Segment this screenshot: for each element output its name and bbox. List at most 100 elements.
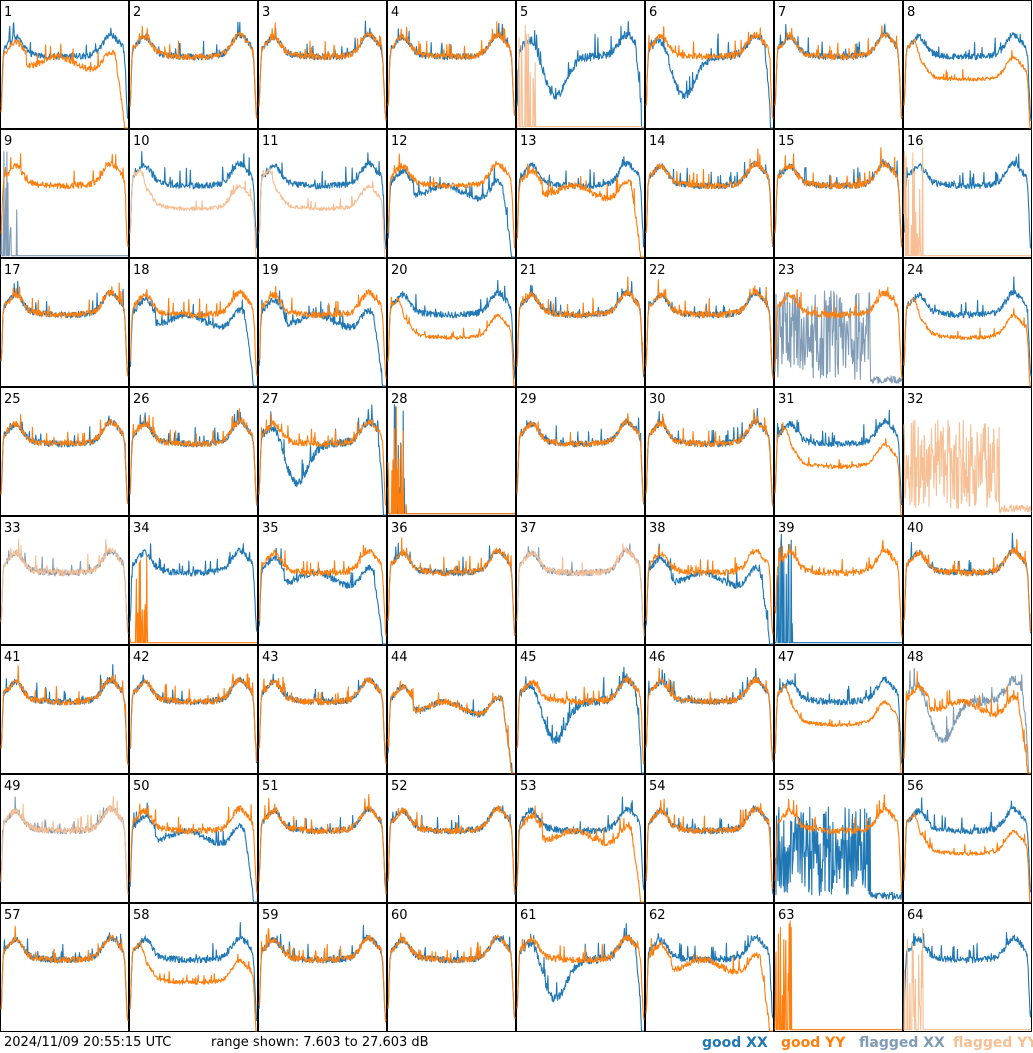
panel-frame xyxy=(129,903,258,1032)
panel-frame xyxy=(0,645,129,774)
panel-frame xyxy=(387,903,516,1032)
series-yy-good xyxy=(645,26,774,119)
panel-59: 59 xyxy=(258,903,387,1032)
series-yy-good xyxy=(774,920,903,1031)
series-xx-good xyxy=(129,802,258,903)
panel-28: 28 xyxy=(387,387,516,516)
panel-40: 40 xyxy=(903,516,1032,645)
panel-label: 63 xyxy=(778,908,795,923)
series-xx-good xyxy=(516,20,645,129)
range-text: range shown: 7.603 to 27.603 dB xyxy=(211,1035,429,1050)
panel-label: 29 xyxy=(520,392,537,407)
panel-1: 1 xyxy=(0,0,129,129)
series-yy-good xyxy=(387,153,516,249)
panel-frame xyxy=(516,516,645,645)
panel-frame xyxy=(258,903,387,1032)
panel-34: 34 xyxy=(129,516,258,645)
series-yy-good xyxy=(774,25,903,119)
panel-label: 36 xyxy=(391,521,408,536)
panel-label: 51 xyxy=(262,779,279,794)
panel-label: 6 xyxy=(649,5,657,20)
panel-label: 16 xyxy=(907,134,924,149)
panel-32: 32 xyxy=(903,387,1032,516)
panel-5: 5 xyxy=(516,0,645,129)
panel-label: 64 xyxy=(907,908,924,923)
panel-frame xyxy=(258,516,387,645)
series-yy-good xyxy=(129,939,258,1032)
panel-29: 29 xyxy=(516,387,645,516)
panel-16: 16 xyxy=(903,129,1032,258)
panel-frame xyxy=(129,258,258,387)
series-yy-good xyxy=(645,545,774,635)
panel-label: 38 xyxy=(649,521,666,536)
series-yy-good xyxy=(129,288,258,376)
panel-27: 27 xyxy=(258,387,387,516)
panel-frame xyxy=(774,645,903,774)
series-xx-good xyxy=(516,796,645,891)
panel-frame xyxy=(258,387,387,516)
panel-7: 7 xyxy=(774,0,903,129)
series-xx-good xyxy=(387,279,516,379)
panel-label: 22 xyxy=(649,263,666,278)
panel-frame xyxy=(258,258,387,387)
series-yy-good xyxy=(645,148,774,246)
series-yy-flagged xyxy=(903,147,1032,257)
series-yy-good xyxy=(516,413,645,503)
series-yy-good xyxy=(516,934,645,1021)
panel-frame xyxy=(129,516,258,645)
panel-frame xyxy=(645,774,774,903)
series-xx-good xyxy=(645,543,774,645)
series-yy-good xyxy=(387,21,516,116)
series-xx-good xyxy=(258,20,387,121)
series-xx-good xyxy=(903,797,1032,893)
panel-37: 37 xyxy=(516,516,645,645)
footer: 2024/11/09 20:55:15 UTC range shown: 7.6… xyxy=(0,1033,1033,1053)
panel-label: 28 xyxy=(391,392,408,407)
panel-label: 13 xyxy=(520,134,537,149)
panel-label: 45 xyxy=(520,650,537,665)
panel-label: 31 xyxy=(778,392,795,407)
panel-13: 13 xyxy=(516,129,645,258)
panel-54: 54 xyxy=(645,774,774,903)
series-yy-flagged xyxy=(516,24,645,128)
series-yy-good xyxy=(903,671,1032,774)
panel-label: 56 xyxy=(907,779,924,794)
panel-18: 18 xyxy=(129,258,258,387)
series-yy-flagged xyxy=(903,927,1032,1031)
panel-frame xyxy=(516,387,645,516)
series-yy-good xyxy=(645,668,774,762)
panel-label: 12 xyxy=(391,134,408,149)
series-yy-good xyxy=(129,25,258,119)
series-xx-good xyxy=(129,922,258,1022)
series-yy-good xyxy=(774,422,903,516)
panel-frame xyxy=(516,129,645,258)
panel-label: 44 xyxy=(391,650,408,665)
panel-label: 18 xyxy=(133,263,150,278)
panel-frame xyxy=(258,774,387,903)
series-yy-good xyxy=(645,937,774,1032)
panel-label: 57 xyxy=(4,908,21,923)
series-xx-good xyxy=(774,806,903,900)
series-yy-good xyxy=(129,673,258,763)
panel-23: 23 xyxy=(774,258,903,387)
series-xx-flagged xyxy=(774,290,903,384)
panel-14: 14 xyxy=(645,129,774,258)
panel-label: 62 xyxy=(649,908,666,923)
panel-frame xyxy=(903,645,1032,774)
series-yy-good xyxy=(645,798,774,890)
series-xx-good xyxy=(129,151,258,249)
panel-label: 15 xyxy=(778,134,795,149)
panel-frame xyxy=(0,258,129,387)
series-yy-good xyxy=(0,665,129,766)
panel-10: 10 xyxy=(129,129,258,258)
panel-label: 42 xyxy=(133,650,150,665)
panel-label: 24 xyxy=(907,263,924,278)
panel-frame xyxy=(645,903,774,1032)
panel-47: 47 xyxy=(774,645,903,774)
panel-label: 11 xyxy=(262,134,279,149)
panel-label: 47 xyxy=(778,650,795,665)
panel-36: 36 xyxy=(387,516,516,645)
panel-frame xyxy=(903,516,1032,645)
panel-frame xyxy=(774,516,903,645)
panel-4: 4 xyxy=(387,0,516,129)
